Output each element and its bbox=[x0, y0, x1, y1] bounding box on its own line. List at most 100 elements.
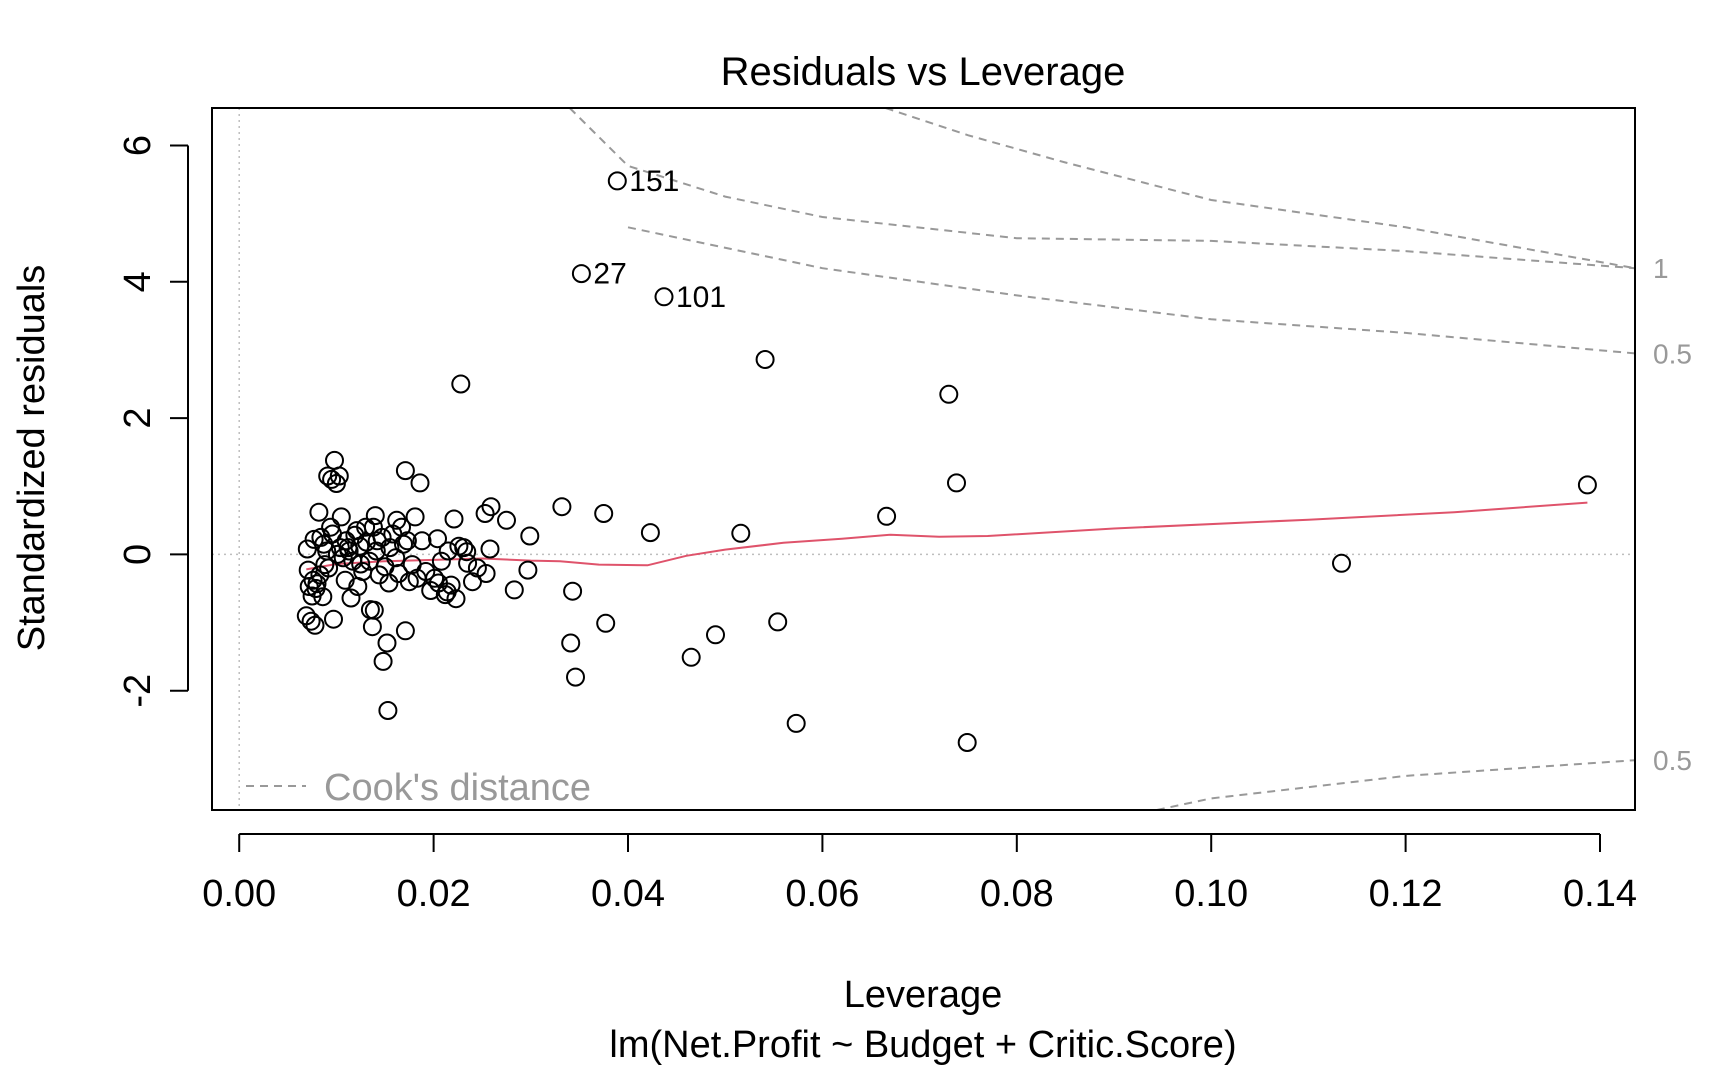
data-point bbox=[731, 523, 751, 543]
data-point bbox=[339, 541, 359, 561]
data-point bbox=[425, 568, 445, 588]
data-point bbox=[1577, 475, 1597, 495]
data-point bbox=[301, 611, 321, 631]
cook-contour-1 bbox=[885, 108, 1635, 270]
data-point bbox=[563, 581, 583, 601]
data-point bbox=[877, 506, 897, 526]
x-axis-label: Leverage bbox=[844, 974, 1002, 1016]
data-point bbox=[552, 497, 572, 517]
data-point bbox=[475, 504, 495, 523]
data-point bbox=[296, 606, 316, 626]
data-point bbox=[504, 580, 524, 600]
axes: 0.00 0.02 0.04 0.06 0.08 0.10 0.12 0.14 -2 0 2 4 6 bbox=[117, 107, 1637, 915]
data-point bbox=[463, 572, 482, 592]
point-label-27: 27 bbox=[593, 258, 626, 291]
data-point bbox=[947, 473, 966, 493]
cook-contour-2 bbox=[627, 226, 1635, 355]
x-tick-label: 0.10 bbox=[1174, 873, 1248, 915]
cook-contour-0 bbox=[568, 108, 1635, 270]
data-point bbox=[318, 466, 338, 486]
x-tick-label: 0.12 bbox=[1369, 873, 1443, 915]
data-point bbox=[335, 570, 355, 590]
data-point bbox=[379, 573, 399, 593]
y-tick-label: 6 bbox=[117, 135, 159, 156]
data-point bbox=[431, 551, 451, 571]
data-point bbox=[395, 461, 415, 481]
cook-contours bbox=[306, 108, 1635, 810]
x-tick-label: 0.04 bbox=[591, 873, 665, 915]
data-point bbox=[330, 538, 350, 558]
chart-title: Residuals vs Leverage bbox=[721, 50, 1126, 94]
smooth-line bbox=[306, 501, 1588, 571]
point-label-151: 151 bbox=[629, 165, 679, 198]
y-tick-label: 2 bbox=[117, 408, 159, 429]
data-point bbox=[365, 506, 385, 526]
point-label-101: 101 bbox=[676, 281, 726, 314]
data-point bbox=[467, 558, 487, 578]
x-tick-label: 0.06 bbox=[785, 873, 859, 915]
plot-frame bbox=[211, 107, 1636, 811]
data-point bbox=[497, 510, 516, 530]
y-tick-label: -2 bbox=[117, 674, 159, 708]
cook-margin-label-2: 0.5 bbox=[1653, 745, 1692, 776]
data-point bbox=[435, 585, 455, 605]
data-point bbox=[640, 523, 660, 543]
data-point bbox=[596, 613, 616, 633]
legend-cook-label: Cook's distance bbox=[324, 767, 591, 809]
data-point bbox=[520, 526, 540, 546]
data-point bbox=[957, 733, 977, 752]
data-point bbox=[607, 171, 627, 191]
data-point bbox=[480, 539, 500, 559]
data-point bbox=[298, 560, 318, 580]
data-point bbox=[315, 555, 335, 575]
data-point bbox=[444, 509, 464, 529]
data-point bbox=[325, 450, 344, 470]
data-point bbox=[755, 350, 775, 369]
data-point bbox=[412, 531, 432, 551]
data-point bbox=[786, 713, 806, 733]
data-point bbox=[561, 633, 581, 653]
data-point bbox=[458, 553, 478, 573]
data-point bbox=[303, 570, 323, 590]
x-tick-label: 0.08 bbox=[980, 873, 1054, 915]
cook-margin-label-1: 0.5 bbox=[1653, 338, 1692, 369]
data-point bbox=[377, 633, 397, 653]
data-point bbox=[319, 558, 339, 578]
chart-subtitle: lm(Net.Profit ~ Budget + Critic.Score) bbox=[609, 1024, 1236, 1066]
data-point bbox=[518, 560, 538, 580]
data-point bbox=[367, 531, 387, 551]
y-tick-label: 4 bbox=[117, 271, 159, 292]
data-point bbox=[306, 579, 326, 598]
data-point bbox=[394, 534, 413, 554]
data-point bbox=[304, 529, 324, 549]
legend: Cook's distance bbox=[246, 767, 591, 809]
data-point bbox=[566, 667, 585, 687]
data-point bbox=[1332, 553, 1351, 573]
data-point bbox=[341, 588, 361, 608]
data-point bbox=[378, 701, 398, 720]
data-point bbox=[322, 469, 342, 489]
data-point bbox=[939, 384, 959, 404]
data-point bbox=[481, 497, 501, 517]
data-point bbox=[768, 612, 788, 632]
x-tick-label: 0.00 bbox=[202, 873, 276, 915]
data-point bbox=[309, 502, 329, 522]
data-point bbox=[571, 264, 591, 284]
data-point bbox=[449, 536, 469, 556]
data-point bbox=[362, 617, 382, 637]
data-point bbox=[594, 504, 614, 523]
x-tick-label: 0.02 bbox=[397, 873, 471, 915]
data-point bbox=[372, 527, 392, 547]
cook-contour-3 bbox=[1156, 759, 1635, 810]
x-tick-label: 0.14 bbox=[1563, 873, 1637, 915]
data-point bbox=[336, 531, 356, 551]
data-point bbox=[373, 651, 393, 671]
data-point bbox=[428, 529, 447, 549]
cook-margin-label-0: 1 bbox=[1653, 253, 1669, 284]
data-point bbox=[410, 473, 430, 493]
data-point bbox=[331, 507, 351, 527]
y-axis-label: Standardized residuals bbox=[11, 265, 53, 652]
data-point bbox=[395, 621, 415, 641]
data-point bbox=[437, 582, 457, 602]
